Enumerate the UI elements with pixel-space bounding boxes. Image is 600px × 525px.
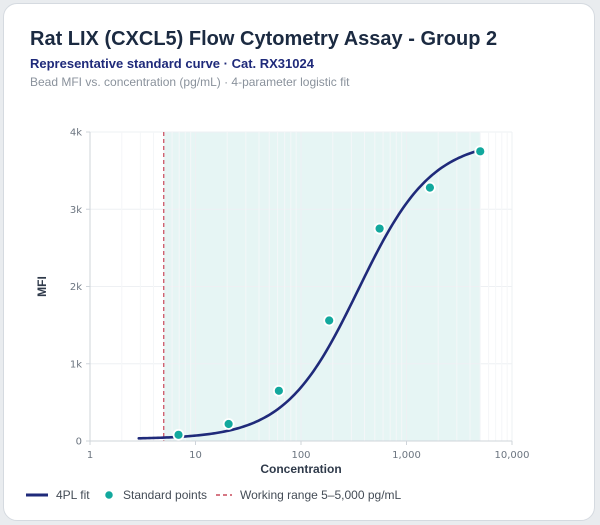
x-tick-label: 1 [87,450,93,461]
y-axis-label: MFI [35,276,49,297]
legend-item-working-range: Working range 5–5,000 pg/mL [216,488,401,502]
y-tick-label: 3k [70,205,82,216]
legend-line-swatch [26,493,48,497]
y-tick-label: 0 [76,437,82,448]
standard-point [323,314,336,327]
legend-marker-swatch [103,489,115,501]
x-tick-label: 10 [189,450,202,461]
standard-point [272,384,285,397]
y-tick-label: 1k [70,359,82,370]
chart-subtitle: Representative standard curve · Cat. RX3… [30,56,314,71]
legend-item-points: Standard points [103,488,207,502]
fit-curve-line [137,148,482,440]
chart-title: Rat LIX (CXCL5) Flow Cytometry Assay - G… [30,28,498,50]
x-tick-label: 1,000 [392,450,421,461]
legend-label-fit: 4PL fit [56,488,90,502]
x-tick-label: 100 [291,450,310,461]
chart-description: Bead MFI vs. concentration (pg/mL) · 4-p… [30,75,350,89]
legend-item-fit: 4PL fit [26,488,90,502]
standard-point [373,222,386,235]
legend-label-points: Standard points [123,488,208,502]
legend-label-working-range: Working range 5–5,000 pg/mL [240,488,402,502]
standard-point [172,428,185,441]
standard-point [222,418,235,430]
y-tick-label: 2k [70,282,82,293]
standard-point [424,181,436,194]
x-tick-label: 10,000 [495,450,530,461]
legend-dashed-swatch [216,494,232,496]
x-axis-label: Concentration [260,462,341,476]
y-tick-label: 4k [70,128,82,139]
standard-point [474,145,487,158]
